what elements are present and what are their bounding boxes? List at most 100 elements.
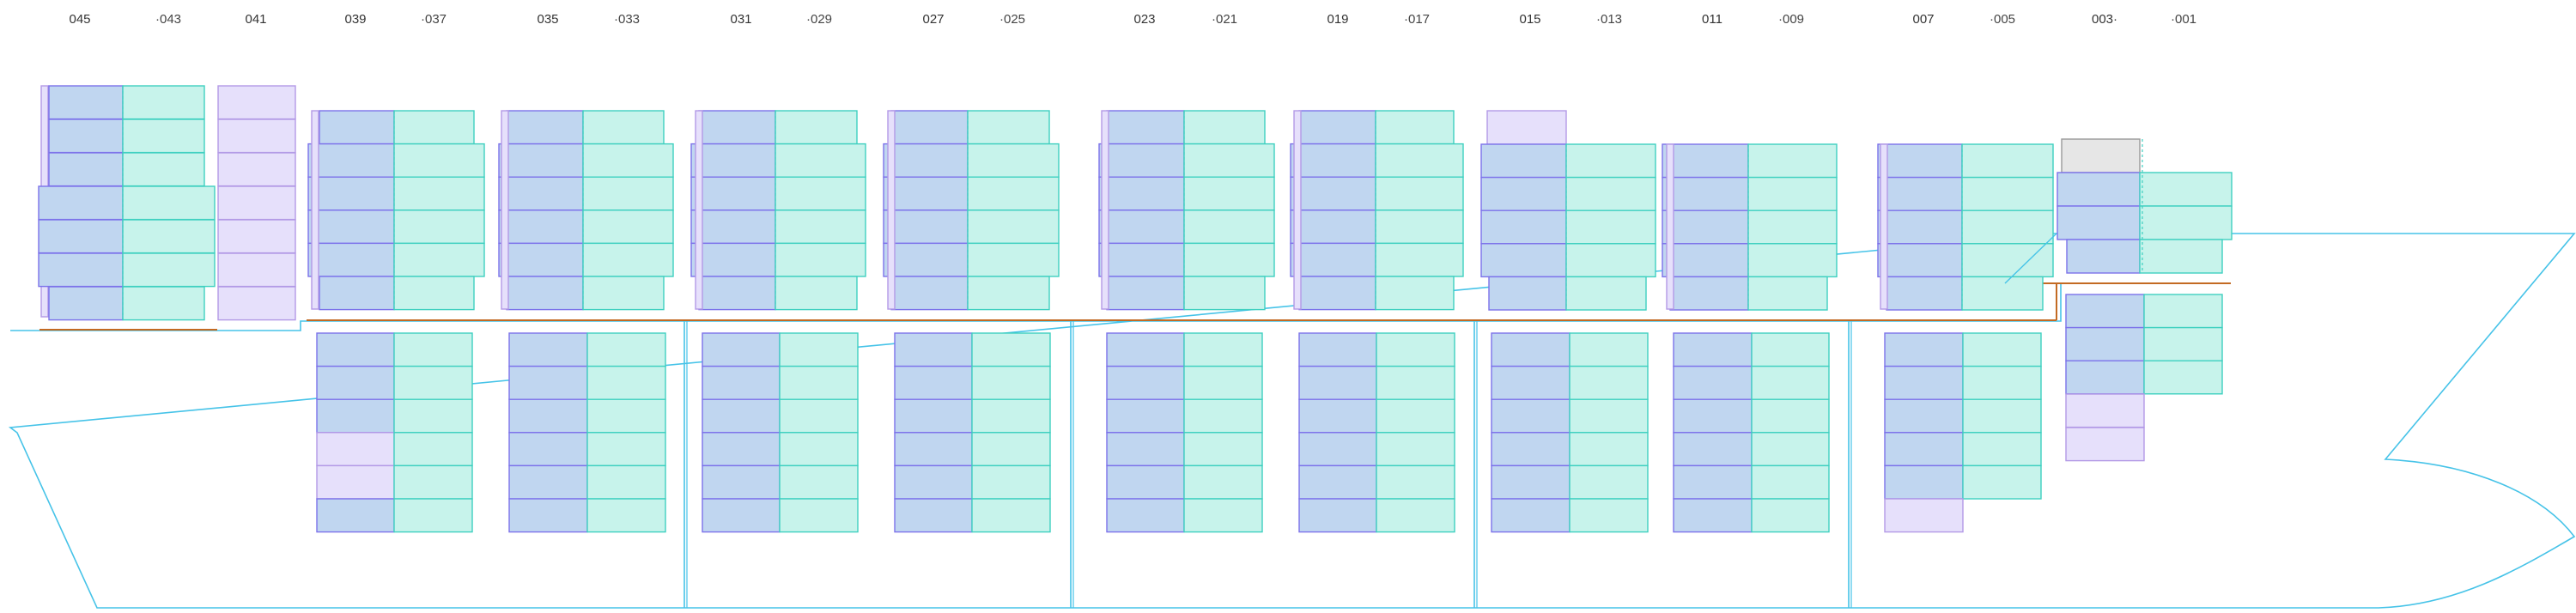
teu-container [1565,276,1647,311]
teu-container [1376,498,1455,533]
bay-label: 035 [537,12,559,27]
teu-container [393,464,473,500]
teu-container [582,242,674,277]
teu-container [775,143,866,178]
teu-container [1747,209,1838,245]
feu-container [1290,176,1376,211]
teu-container [1961,176,2054,211]
feu-container [702,398,781,434]
teu-container [967,209,1060,245]
feu-container [1877,176,1963,211]
teu-container [586,332,666,367]
teu-container [1569,365,1649,400]
reefer-container [311,110,319,310]
feu-container [508,498,588,533]
teu-container [779,464,859,500]
teu-container [586,464,666,500]
reefer-container [217,118,296,154]
feu-container [1098,176,1185,211]
teu-container [582,209,674,245]
feu-container [48,286,124,321]
feu-container [894,332,973,367]
teu-container [1962,398,2042,434]
bay-label: ·005 [1989,12,2016,27]
feu-container [316,498,395,533]
teu-container [1183,143,1275,178]
feu-container [1290,209,1376,245]
reefer-container [1666,143,1674,310]
feu-container [1877,243,1963,278]
bay-label: 019 [1327,12,1349,27]
teu-container [1375,110,1455,145]
reefer-container [2065,393,2145,428]
teu-container [1183,332,1263,367]
feu-container [1673,498,1753,533]
bay-label: 007 [1912,12,1935,27]
feu-container [1491,332,1571,367]
teu-container [1961,209,2054,245]
feu-container [319,110,395,145]
feu-container [894,464,973,500]
feu-container [307,143,395,178]
feu-container [883,242,969,277]
feu-container [1877,143,1963,179]
teu-container [1183,498,1263,533]
teu-container [122,85,205,120]
feu-container [506,110,584,145]
teu-container [2143,360,2223,395]
teu-container [971,498,1051,533]
feu-container [498,143,584,178]
bay-label: 023 [1133,12,1156,27]
teu-container [582,276,665,311]
feu-container [702,464,781,500]
teu-container [1376,464,1455,500]
teu-container [393,143,485,178]
feu-container [316,332,395,367]
teu-container [393,242,485,277]
feu-container [1491,365,1571,400]
feu-container [48,152,124,187]
feu-container [508,432,588,467]
feu-container [883,143,969,178]
teu-container [393,209,485,245]
feu-container [698,110,776,145]
feu-container [1884,332,1964,367]
feu-container [690,209,776,245]
reefer-container [1486,110,1567,145]
teu-container [971,332,1051,367]
feu-container [890,110,969,145]
teu-container [1747,276,1828,311]
teu-container [1747,143,1838,179]
teu-container [971,464,1051,500]
teu-container [122,219,216,254]
forecastle-line [2004,233,2057,284]
teu-container [1751,332,1830,367]
teu-container [967,242,1060,277]
feu-container [48,85,124,120]
feu-container [1106,332,1185,367]
reefer-container [887,110,896,310]
teu-container [1751,398,1830,434]
reefer-container [217,152,296,187]
teu-container [1751,464,1830,500]
teu-container [582,110,665,145]
teu-container [122,118,205,154]
teu-container [779,332,859,367]
feu-container [1886,276,1963,311]
feu-container [307,176,395,211]
empty-container [2061,138,2141,173]
bay-label: ·043 [155,12,182,27]
teu-container [971,365,1051,400]
feu-container [1098,143,1185,178]
feu-container [1106,498,1185,533]
feu-container [1673,365,1753,400]
teu-container [122,286,205,321]
feu-container [1488,276,1567,311]
feu-container [1480,143,1567,179]
feu-container [2065,326,2145,361]
teu-container [967,276,1050,311]
feu-container [1290,143,1376,178]
feu-container [1298,365,1377,400]
teu-container [1565,176,1656,211]
teu-container [775,242,866,277]
